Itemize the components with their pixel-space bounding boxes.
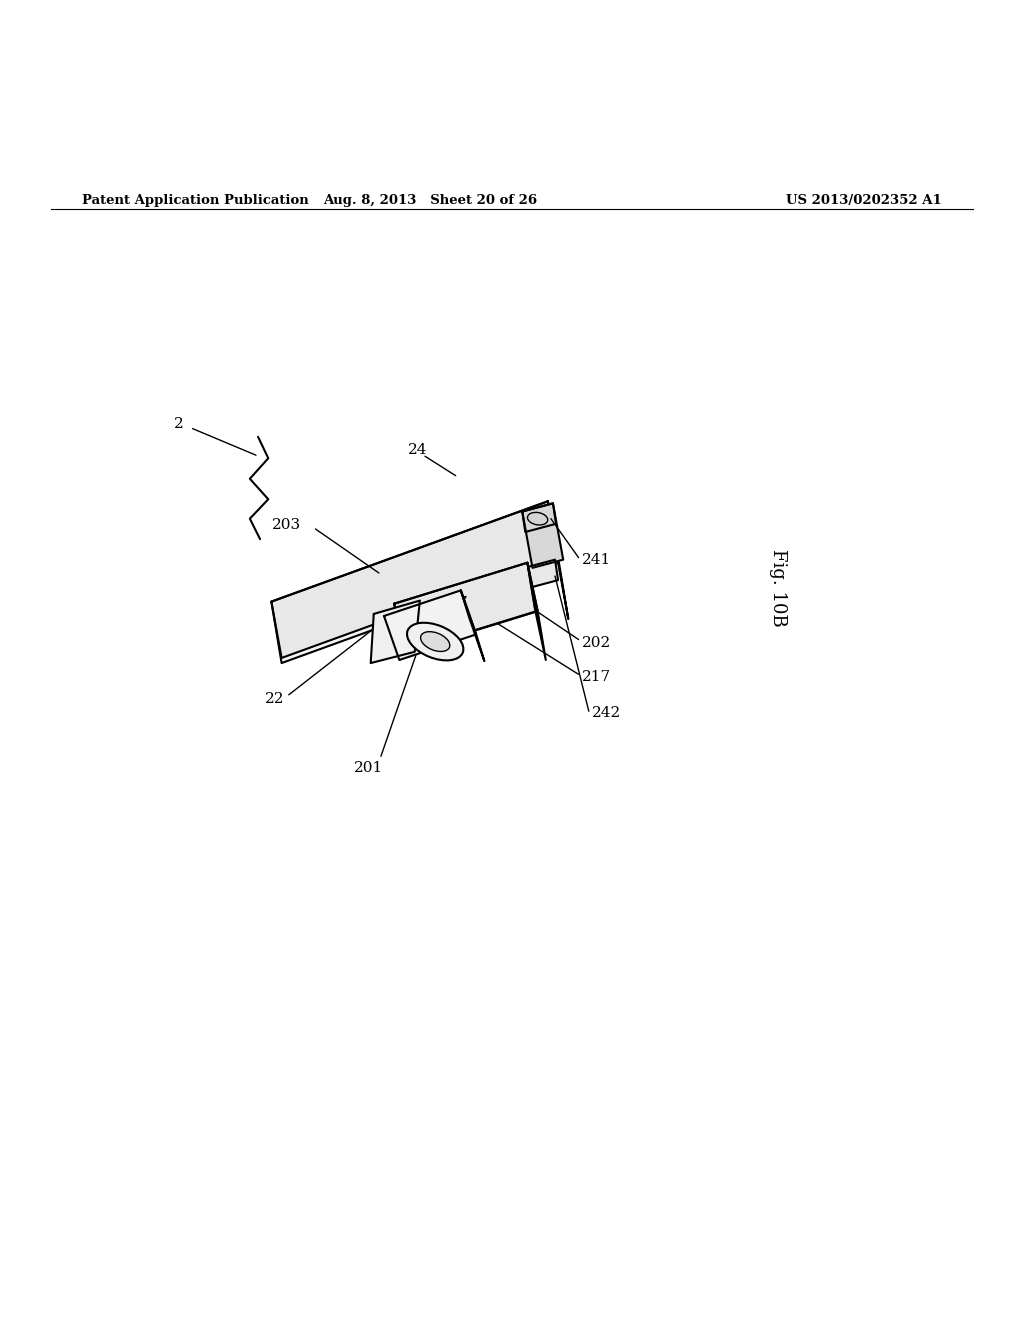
- Text: 22: 22: [264, 692, 285, 706]
- Polygon shape: [394, 562, 536, 653]
- Text: 201: 201: [354, 760, 383, 775]
- Polygon shape: [524, 560, 558, 589]
- Polygon shape: [271, 502, 558, 663]
- Ellipse shape: [407, 623, 464, 660]
- Polygon shape: [461, 590, 484, 661]
- Polygon shape: [527, 562, 546, 660]
- Polygon shape: [425, 597, 466, 631]
- Text: 203: 203: [272, 517, 301, 532]
- Text: 217: 217: [582, 671, 610, 684]
- Polygon shape: [522, 503, 556, 532]
- Text: US 2013/0202352 A1: US 2013/0202352 A1: [786, 194, 942, 207]
- Polygon shape: [271, 502, 558, 657]
- Text: 24: 24: [408, 444, 428, 457]
- Text: 202: 202: [582, 636, 611, 649]
- Ellipse shape: [527, 512, 548, 525]
- Ellipse shape: [421, 632, 450, 652]
- Text: 2: 2: [174, 417, 184, 432]
- Polygon shape: [384, 590, 476, 660]
- Polygon shape: [548, 502, 568, 619]
- Polygon shape: [428, 602, 456, 626]
- Text: Patent Application Publication: Patent Application Publication: [82, 194, 308, 207]
- Text: 241: 241: [582, 553, 611, 566]
- Polygon shape: [394, 562, 538, 652]
- Polygon shape: [371, 601, 420, 663]
- Text: Fig. 10B: Fig. 10B: [769, 549, 787, 627]
- Text: Aug. 8, 2013   Sheet 20 of 26: Aug. 8, 2013 Sheet 20 of 26: [323, 194, 538, 207]
- Text: 242: 242: [592, 706, 622, 721]
- Polygon shape: [522, 503, 563, 568]
